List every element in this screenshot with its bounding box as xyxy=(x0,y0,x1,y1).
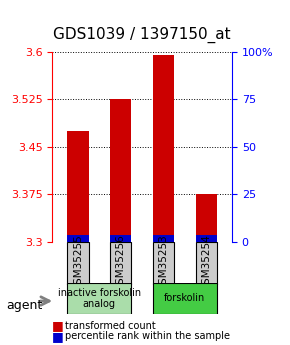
Bar xyxy=(67,235,88,242)
Text: transformed count: transformed count xyxy=(65,321,156,331)
Text: GSM35253: GSM35253 xyxy=(159,235,168,292)
Text: forskolin: forskolin xyxy=(164,294,206,303)
Text: ■: ■ xyxy=(52,319,64,333)
FancyBboxPatch shape xyxy=(153,283,217,314)
Bar xyxy=(67,131,88,242)
Bar xyxy=(110,235,131,242)
Bar xyxy=(196,235,217,242)
Bar xyxy=(153,235,174,242)
FancyBboxPatch shape xyxy=(67,241,88,285)
Bar xyxy=(196,194,217,241)
FancyBboxPatch shape xyxy=(196,241,217,285)
Text: GSM35255: GSM35255 xyxy=(73,235,83,292)
Text: ■: ■ xyxy=(52,330,64,343)
Bar xyxy=(110,99,131,242)
Text: agent: agent xyxy=(6,299,42,312)
FancyBboxPatch shape xyxy=(67,283,131,314)
Text: GDS1039 / 1397150_at: GDS1039 / 1397150_at xyxy=(53,27,231,43)
Text: GSM35256: GSM35256 xyxy=(116,235,126,292)
Bar xyxy=(153,55,174,242)
Text: inactive forskolin
analog: inactive forskolin analog xyxy=(58,288,141,309)
Text: percentile rank within the sample: percentile rank within the sample xyxy=(65,332,230,341)
FancyBboxPatch shape xyxy=(153,241,174,285)
Text: GSM35254: GSM35254 xyxy=(201,235,211,292)
FancyBboxPatch shape xyxy=(110,241,131,285)
